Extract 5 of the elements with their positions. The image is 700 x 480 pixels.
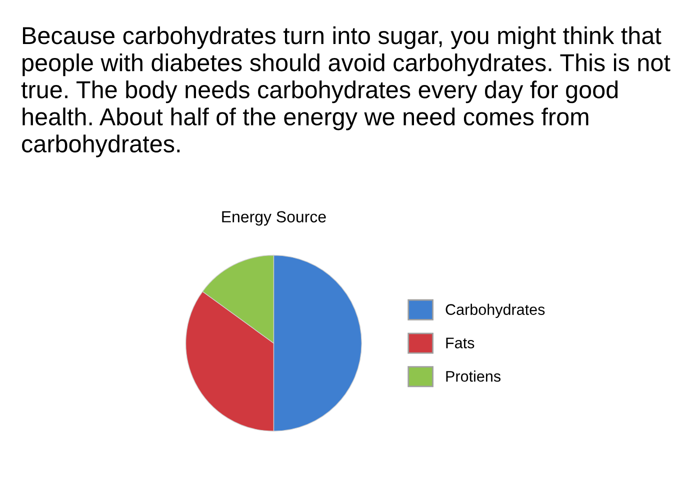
text: Because carbohydrates turn into sugar, you might think that people with diabetes should avoid carbohydrates. This is not true. The body needs carbohydrates every day for good health. About half of the energy we need comes from carbohydrates.	[21, 26, 670, 158]
legend-label: Protiens	[446, 370, 500, 382]
legend-label: Fats	[446, 338, 474, 348]
chart-title: Energy Source	[222, 211, 326, 226]
legend-label: Carbohydrates	[446, 304, 545, 318]
